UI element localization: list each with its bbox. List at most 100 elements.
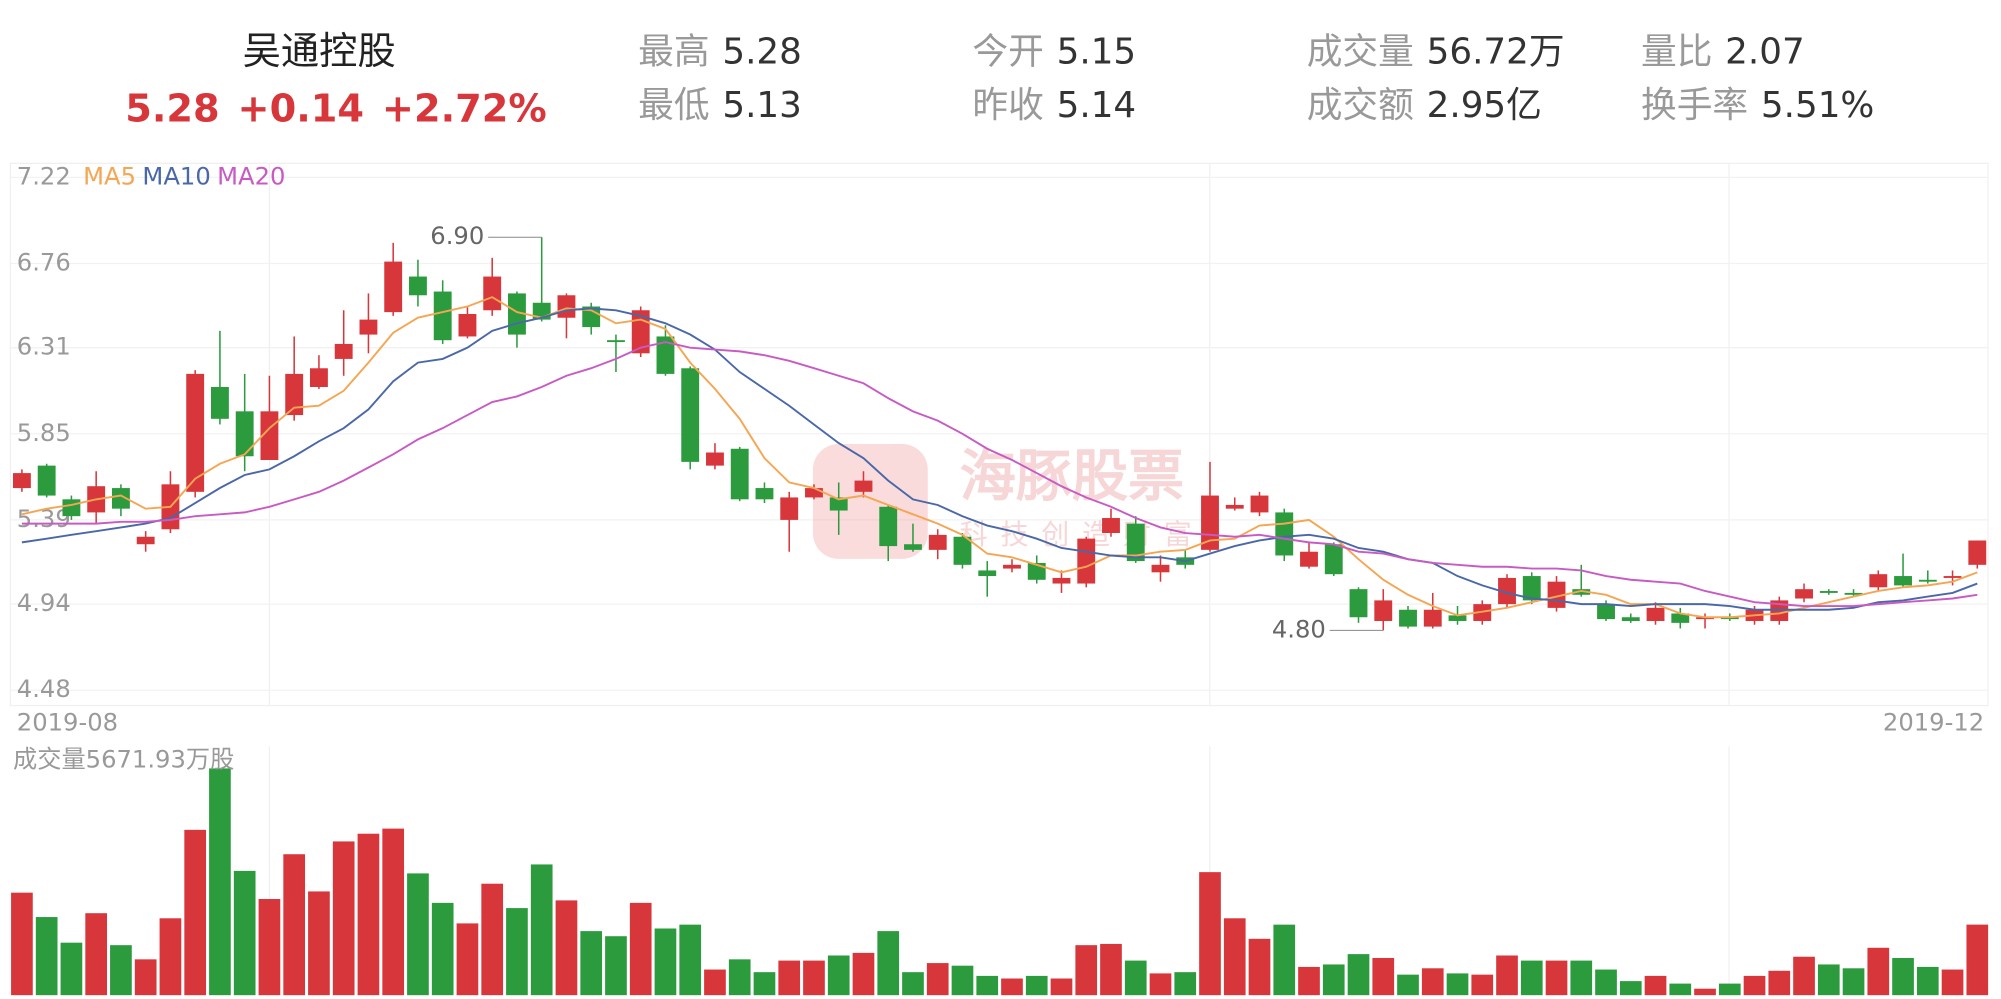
- volume-bar: [308, 891, 330, 996]
- volume-bar: [1174, 972, 1197, 996]
- volume-bar: [110, 945, 132, 996]
- volume-bar: [1471, 974, 1494, 996]
- max-label: 6.90: [430, 221, 484, 250]
- stat-label: 换手率: [1641, 85, 1748, 126]
- stat-value: 2.95亿: [1427, 85, 1542, 126]
- volume-bar: [1595, 969, 1617, 996]
- stat-value: 5.51%: [1761, 85, 1874, 126]
- stat-label: 成交额: [1307, 85, 1414, 126]
- volume-bar: [1867, 947, 1890, 996]
- volume-bar: [580, 931, 603, 996]
- watermark-logo: [812, 444, 928, 559]
- change-pct: +2.72%: [382, 87, 547, 132]
- volume-bar: [1966, 924, 1989, 996]
- volume-bar: [1496, 955, 1518, 996]
- candle-body: [186, 373, 205, 492]
- legend-entry: MA5: [83, 161, 136, 190]
- candle-body: [1918, 579, 1937, 582]
- volume-bar: [1298, 966, 1320, 996]
- y-tick-label: 4.48: [17, 674, 71, 703]
- volume-bar: [1223, 918, 1246, 996]
- candle-body: [1597, 604, 1615, 620]
- stat-label: 昨收: [972, 85, 1043, 126]
- volume-bar: [728, 959, 751, 996]
- candle-body: [1968, 540, 1987, 565]
- volume-bar: [209, 768, 231, 996]
- volume-bar: [629, 902, 652, 996]
- candle-body: [730, 448, 749, 500]
- candle-body: [1869, 574, 1888, 588]
- candle-body: [210, 386, 229, 419]
- candle-body: [1077, 538, 1096, 584]
- y-tick-label: 5.85: [17, 418, 71, 447]
- volume-bar: [753, 972, 776, 996]
- candle-body: [1052, 577, 1071, 584]
- volume-bar: [456, 923, 479, 996]
- stat-value: 5.13: [722, 85, 802, 126]
- candle-body: [706, 452, 724, 466]
- volume-bar: [60, 942, 83, 996]
- candle-body: [235, 411, 254, 457]
- stat-label: 成交量: [1307, 32, 1414, 73]
- candle-body: [1300, 551, 1318, 567]
- candle-body: [1201, 495, 1219, 550]
- candle-body: [1423, 609, 1442, 627]
- volume-bar: [134, 959, 157, 996]
- candle-body: [1522, 576, 1541, 601]
- volume-bar: [1768, 970, 1791, 996]
- candle-body: [37, 465, 56, 496]
- volume-bar: [827, 955, 850, 996]
- candle-body: [607, 340, 625, 343]
- candle-body: [1225, 504, 1244, 509]
- volume-bar: [506, 908, 528, 996]
- volume-bar: [1075, 945, 1098, 996]
- legend-entry: MA20: [217, 161, 285, 190]
- candle-body: [1324, 544, 1343, 575]
- candle-body: [1275, 512, 1294, 556]
- grid: 7.226.766.315.855.394.944.48: [10, 161, 1989, 703]
- volume-bar: [332, 841, 355, 996]
- legend-entry: MA10: [142, 161, 210, 190]
- watermark-title: 海豚股票: [960, 444, 1185, 509]
- volume-bar: [1718, 983, 1741, 996]
- volume-bar: [1793, 956, 1815, 996]
- candle-body: [1819, 591, 1838, 593]
- candle-body: [433, 291, 452, 341]
- volume-bar: [1025, 975, 1048, 996]
- candle-body: [310, 368, 328, 387]
- candle-body: [1126, 523, 1145, 562]
- ma-line: [21, 341, 1978, 607]
- stat-value: 5.14: [1057, 85, 1137, 126]
- date-label: 2019-12: [1883, 707, 1984, 736]
- volume-bar: [877, 931, 900, 996]
- volume-bar: [951, 965, 974, 996]
- volume-bar: [1842, 968, 1865, 996]
- candle-body: [334, 343, 353, 359]
- candle-body: [1151, 564, 1170, 573]
- volume-bar: [159, 918, 182, 996]
- volume-bar: [184, 829, 207, 996]
- candle-body: [1844, 592, 1863, 595]
- volume-bar: [382, 828, 405, 996]
- candle-body: [62, 499, 81, 517]
- volume-bar: [1694, 988, 1716, 996]
- candle-body: [409, 276, 427, 296]
- candle-body: [1621, 617, 1640, 621]
- ma-line: [21, 307, 1978, 611]
- candle-body: [854, 480, 873, 492]
- volume-bar: [357, 833, 380, 996]
- volume-bar: [407, 873, 429, 996]
- volume-bar: [85, 913, 108, 996]
- volume-bar: [1050, 978, 1073, 996]
- volume-bar: [778, 960, 801, 996]
- plot: 6.90 4.80: [11, 221, 1989, 996]
- volume-bar: [1322, 964, 1345, 996]
- volume-bar: [233, 870, 256, 996]
- volume-bar: [1619, 981, 1642, 996]
- candle-body: [359, 319, 378, 335]
- volume-bar: [1347, 954, 1370, 996]
- candle-body: [285, 373, 304, 416]
- candle-body: [1374, 600, 1393, 621]
- volume-bar: [555, 900, 578, 996]
